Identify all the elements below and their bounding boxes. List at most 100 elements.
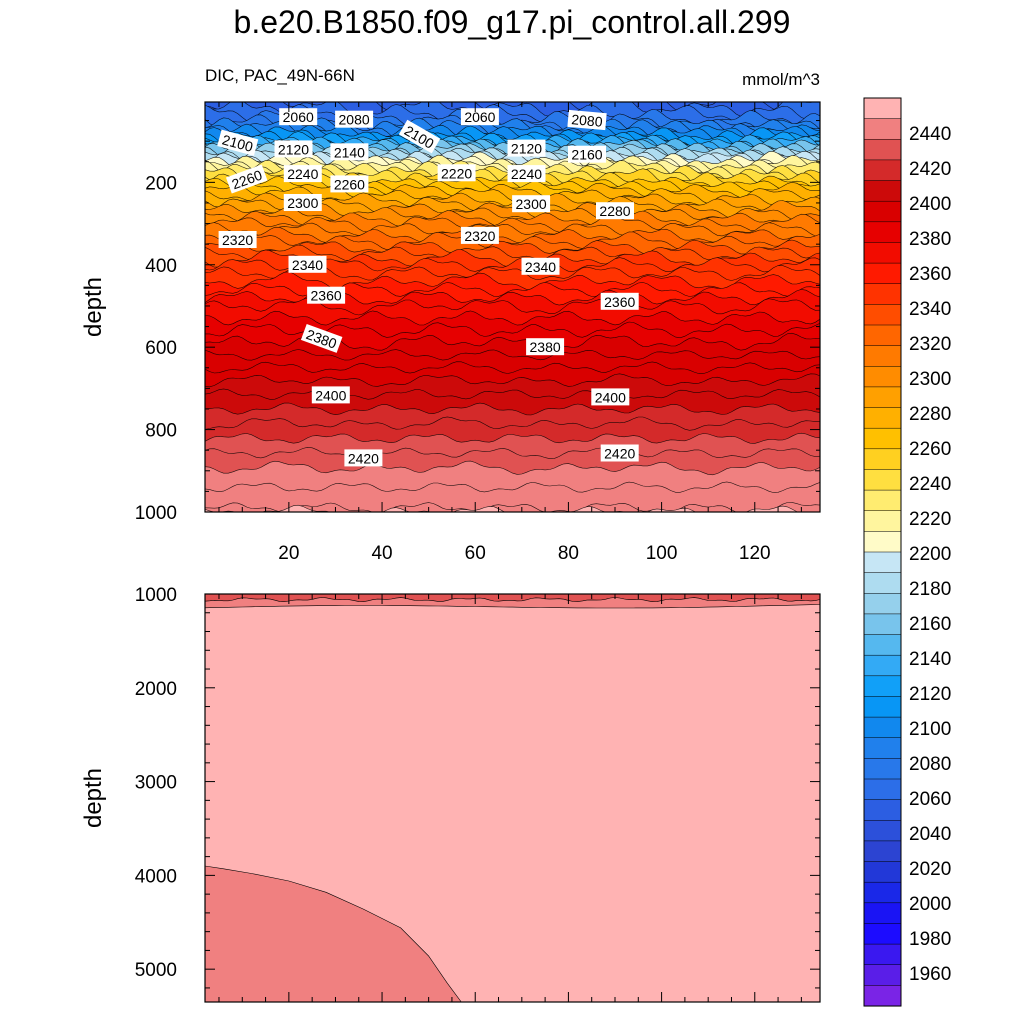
contour-line xyxy=(205,388,820,400)
contour-label: 2280 xyxy=(596,202,634,220)
colorbar-box xyxy=(863,902,902,925)
contour-line xyxy=(205,349,820,361)
contour-line xyxy=(205,373,820,388)
contour-label-bg xyxy=(507,165,546,183)
contour-line xyxy=(205,446,820,460)
contour-line xyxy=(205,222,820,237)
colorbar-box xyxy=(863,221,902,244)
contour-label-text: 2240 xyxy=(287,166,318,182)
contour-label-bg xyxy=(437,164,476,182)
contour-label: 2060 xyxy=(279,108,318,126)
contour-label: 2120 xyxy=(507,139,546,157)
contour-label-text: 2320 xyxy=(464,228,495,244)
contour-line xyxy=(205,504,816,512)
contour-line xyxy=(205,460,820,476)
left-subtitle: DIC, PAC_49N-66N xyxy=(205,66,355,85)
contour-label-text: 2420 xyxy=(604,446,635,462)
colorbar-box xyxy=(863,572,902,594)
y-tick-label: 3000 xyxy=(135,773,177,794)
contour-line xyxy=(205,104,820,123)
contour-label-text: 2220 xyxy=(441,165,472,181)
contour-label-bg xyxy=(217,129,259,156)
colorbar-label: 2020 xyxy=(909,859,951,880)
colorbar-box xyxy=(863,820,902,842)
colorbar-box xyxy=(863,778,902,801)
colorbar-box xyxy=(863,716,902,739)
colorbar-label: 2440 xyxy=(909,124,951,145)
colorbar-box xyxy=(863,675,902,698)
lower-contour-fills xyxy=(205,594,820,1002)
contour-label: 2400 xyxy=(311,386,350,404)
contour-label: 2220 xyxy=(437,164,476,182)
contour-label: 2120 xyxy=(274,140,313,158)
y-tick-label: 600 xyxy=(145,338,177,359)
y-tick-label: 1000 xyxy=(135,503,177,524)
contour-label-text: 2160 xyxy=(571,147,602,163)
contour-label-bg xyxy=(596,202,634,220)
contour-label-bg xyxy=(335,110,374,128)
contour-label-text: 2080 xyxy=(571,111,604,130)
contour-label: 2320 xyxy=(460,226,499,244)
colorbar-box xyxy=(863,654,902,677)
colorbar-label: 2000 xyxy=(909,894,951,915)
contour-label-text: 2240 xyxy=(511,166,542,182)
lower-frame xyxy=(204,593,821,1003)
contour-label-text: 2100 xyxy=(220,131,254,155)
contour-label: 2320 xyxy=(218,231,257,248)
colorbar-label: 2200 xyxy=(909,544,951,565)
units-subtitle: mmol/m^3 xyxy=(742,70,820,89)
colorbar-label: 2340 xyxy=(909,299,951,320)
colorbar-box xyxy=(863,696,902,718)
lower-basin-fill xyxy=(205,866,462,1002)
colorbar-box xyxy=(863,324,902,347)
colorbar-box xyxy=(863,159,902,182)
colorbar-box xyxy=(863,985,902,1007)
colorbar-label: 2160 xyxy=(909,614,951,635)
contour-line xyxy=(205,604,820,609)
contour-line xyxy=(205,481,820,493)
contour-label-text: 2340 xyxy=(525,259,556,275)
contour-label-bg xyxy=(218,231,257,248)
contour-line xyxy=(205,865,462,1002)
colorbar-box xyxy=(863,180,902,202)
contour-label-bg xyxy=(507,139,546,157)
contour-label: 2380 xyxy=(526,338,565,356)
colorbar-label: 2300 xyxy=(909,369,951,390)
colorbar-label: 1980 xyxy=(909,929,951,950)
contour-label-text: 2400 xyxy=(315,387,346,403)
colorbar-box xyxy=(863,283,902,305)
contour-label-bg xyxy=(568,145,606,163)
contour-label: 2400 xyxy=(591,388,630,406)
colorbar-box xyxy=(863,964,902,986)
contour-label: 2420 xyxy=(600,444,639,462)
colorbar-box xyxy=(863,262,902,285)
contour-label-bg xyxy=(283,165,322,183)
colorbar-box xyxy=(863,242,902,264)
contour-line xyxy=(205,361,820,374)
contour-line xyxy=(205,597,820,603)
contour-label-bg xyxy=(591,388,630,406)
colorbar-label: 2140 xyxy=(909,649,951,670)
colorbar-box xyxy=(863,799,902,821)
colorbar-box xyxy=(863,510,902,532)
colorbar-box xyxy=(863,881,902,904)
contour-label-text: 2140 xyxy=(334,144,365,160)
colorbar-box xyxy=(863,139,902,161)
colorbar-box xyxy=(863,593,902,615)
contour-label: 2360 xyxy=(307,286,346,304)
contour-label-text: 2340 xyxy=(292,257,323,273)
contour-line xyxy=(205,239,820,255)
colorbar-box xyxy=(863,469,902,491)
contour-label-text: 2060 xyxy=(464,109,495,125)
y-tick-label: 5000 xyxy=(135,960,177,981)
contour-label-text: 2380 xyxy=(530,339,561,355)
contour-label-text: 2060 xyxy=(283,109,314,125)
x-tick-label: 40 xyxy=(371,543,392,564)
contour-label: 2080 xyxy=(335,110,374,128)
colorbar-box xyxy=(863,97,902,120)
colorbar-label: 2240 xyxy=(909,474,951,495)
y-tick-label: 200 xyxy=(145,173,177,194)
contour-label-bg xyxy=(521,257,560,275)
colorbar-frame xyxy=(863,97,902,1007)
contour-line xyxy=(205,213,820,233)
